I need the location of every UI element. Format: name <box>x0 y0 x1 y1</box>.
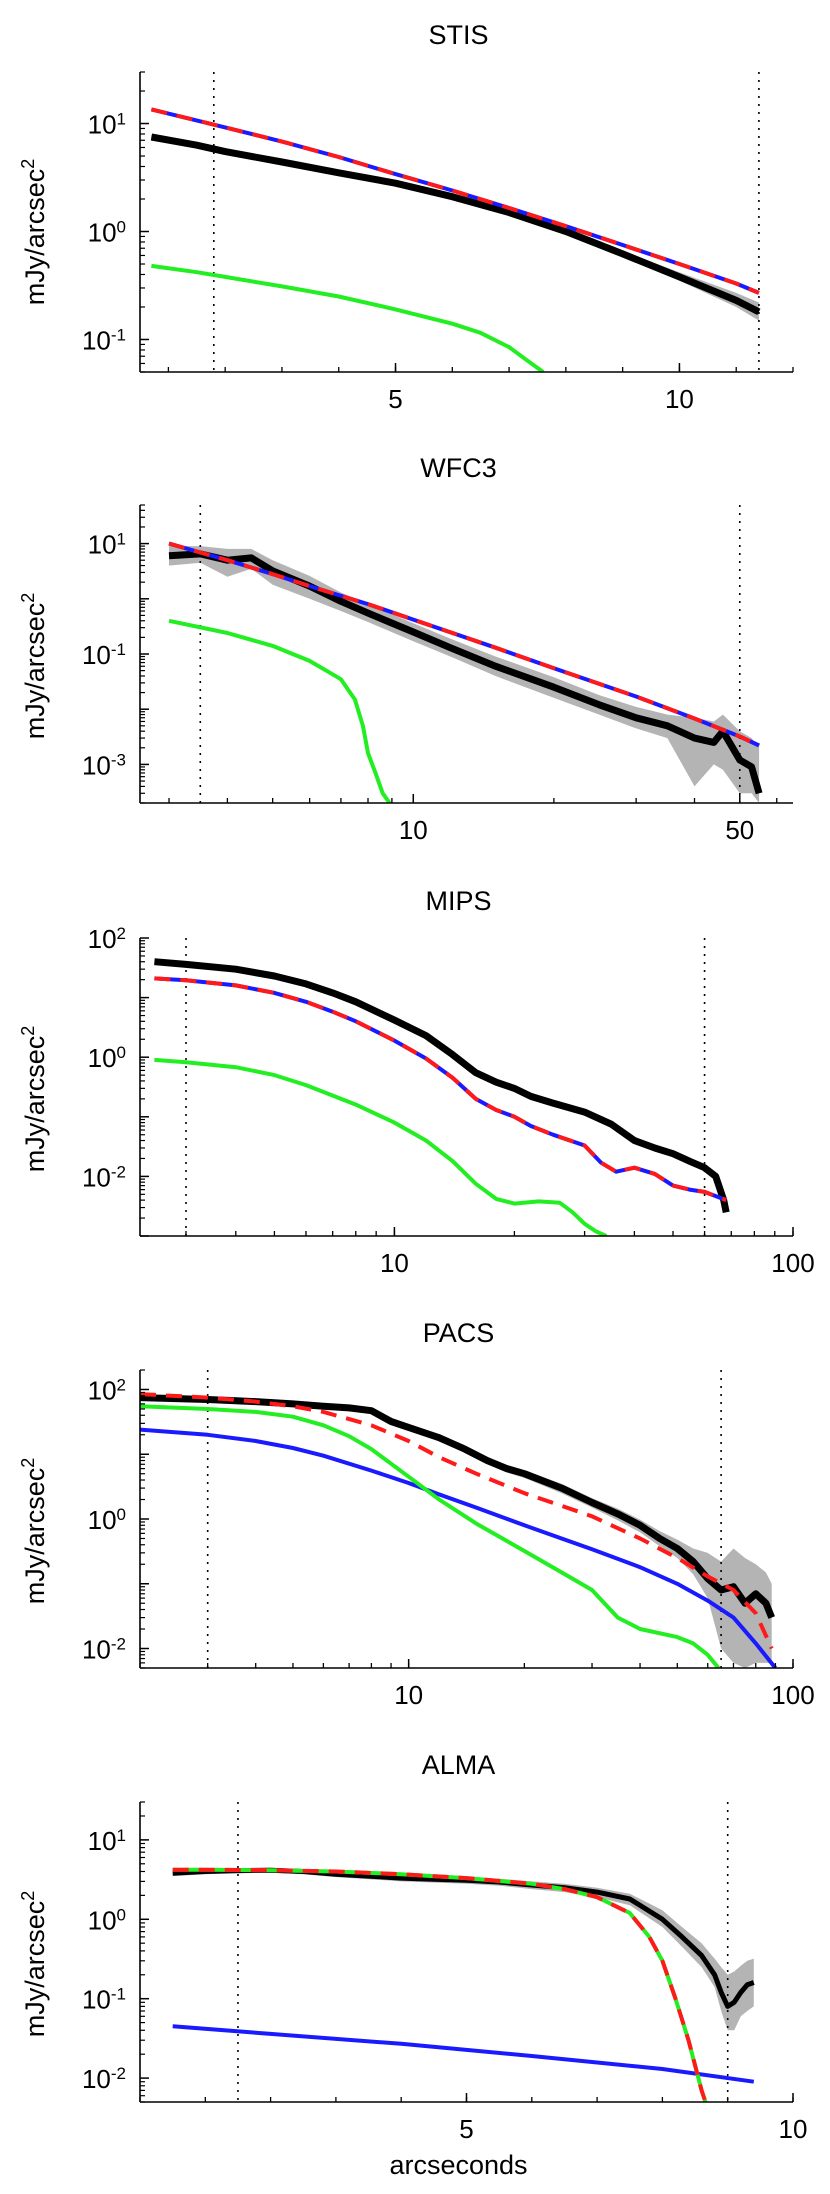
series-observed <box>150 133 761 316</box>
x-tick-label: 10 <box>779 2114 808 2144</box>
uncertainty-band <box>172 1867 754 2031</box>
plot-area <box>140 1370 777 1668</box>
chart-title: MIPS <box>425 886 491 916</box>
uncertainty-band <box>151 135 759 321</box>
series-observed <box>168 550 763 795</box>
series-red-model <box>150 107 760 295</box>
chart-title: PACS <box>423 1318 495 1348</box>
chart-title: WFC3 <box>420 453 497 483</box>
series-blue-model <box>172 2024 755 2084</box>
y-axis-label: mJy/arcsec2 <box>18 1458 50 1605</box>
series-green-model <box>168 618 392 803</box>
y-axis-label: mJy/arcsec2 <box>18 159 50 306</box>
panel-stis: STIS mJy/arcsec2 5 10 10-1 100 101 <box>18 20 794 414</box>
y-tick-label: 102 <box>88 924 126 955</box>
plot-area <box>154 938 730 1236</box>
panel-alma: ALMA mJy/arcsec2 5 10 10-2 10-1 100 101 arcsecon… <box>18 1750 807 2180</box>
y-tick-label: 102 <box>88 1375 126 1406</box>
x-tick-label: 10 <box>380 1248 409 1278</box>
series-red-model <box>168 541 760 748</box>
series-observed <box>172 1867 755 2009</box>
plot-area <box>168 505 763 803</box>
chart-title: STIS <box>428 20 488 50</box>
chart-title: ALMA <box>422 1750 496 1780</box>
series-red-model <box>140 1392 774 1650</box>
plot-area <box>150 72 761 372</box>
series-red-model <box>172 1867 708 2102</box>
series-blue-model <box>154 976 727 1202</box>
y-tick-label: 101 <box>88 529 126 560</box>
series-red-model <box>154 976 727 1202</box>
y-tick-label: 101 <box>88 109 126 140</box>
y-tick-label: 100 <box>88 1505 126 1536</box>
x-tick-label: 100 <box>771 1248 814 1278</box>
y-axis-label: mJy/arcsec2 <box>18 1891 50 2038</box>
y-tick-label: 101 <box>88 1825 126 1856</box>
y-tick-label: 10-1 <box>82 640 126 671</box>
y-axis-label: mJy/arcsec2 <box>18 1026 50 1173</box>
x-tick-label: 10 <box>399 815 428 845</box>
x-tick-label: 5 <box>388 384 402 414</box>
y-tick-label: 100 <box>88 1043 126 1074</box>
y-tick-label: 100 <box>88 1905 126 1936</box>
series-green-model <box>154 1057 608 1236</box>
series-blue-model <box>140 1427 777 1668</box>
y-tick-label: 10-3 <box>82 750 126 781</box>
y-tick-label: 100 <box>88 217 126 248</box>
series-green-model <box>140 1404 721 1668</box>
x-axis-label: arcseconds <box>389 2150 527 2180</box>
series-observed <box>154 958 730 1214</box>
series-blue-model <box>150 107 760 295</box>
y-tick-label: 10-1 <box>82 325 126 356</box>
y-axis-label: mJy/arcsec2 <box>18 593 50 740</box>
panel-mips: MIPS mJy/arcsec2 10 100 10-2 100 102 <box>18 886 815 1278</box>
x-tick-label: 50 <box>725 815 754 845</box>
panel-wfc3: WFC3 mJy/arcsec2 10 50 10-3 10-1 101 <box>18 453 793 845</box>
y-tick-label: 10-2 <box>82 2064 126 2095</box>
y-tick-label: 10-2 <box>82 1634 126 1665</box>
panel-pacs: PACS mJy/arcsec2 10 100 10-2 100 102 <box>18 1318 815 1710</box>
plot-area <box>172 1802 755 2102</box>
x-tick-label: 100 <box>771 1680 814 1710</box>
series-green-model <box>151 263 545 372</box>
y-tick-label: 10-2 <box>82 1162 126 1193</box>
y-tick-label: 10-1 <box>82 1984 126 2015</box>
x-tick-label: 10 <box>665 384 694 414</box>
x-tick-label: 5 <box>459 2114 473 2144</box>
uncertainty-band <box>169 546 760 803</box>
x-tick-label: 10 <box>394 1680 423 1710</box>
series-green-model <box>172 1867 708 2102</box>
